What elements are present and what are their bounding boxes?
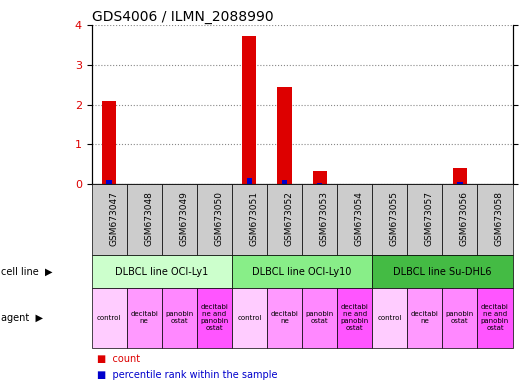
Text: panobin
ostat: panobin ostat: [305, 311, 334, 324]
Bar: [442, 184, 477, 255]
Bar: [372, 288, 407, 348]
Text: GSM673054: GSM673054: [355, 191, 363, 246]
Bar: [92, 184, 127, 255]
Text: decitabi
ne: decitabi ne: [270, 311, 299, 324]
Bar: [407, 184, 442, 255]
Bar: [302, 184, 337, 255]
Text: ■  count: ■ count: [97, 354, 140, 364]
Text: decitabi
ne and
panobin
ostat: decitabi ne and panobin ostat: [340, 304, 369, 331]
Bar: [127, 184, 162, 255]
Bar: [232, 255, 372, 288]
Bar: [197, 184, 232, 255]
Text: ■  percentile rank within the sample: ■ percentile rank within the sample: [97, 370, 277, 380]
Text: DLBCL line Su-DHL6: DLBCL line Su-DHL6: [393, 266, 492, 277]
Bar: [317, 183, 322, 184]
Bar: [442, 288, 477, 348]
Bar: [372, 184, 407, 255]
Bar: [92, 288, 127, 348]
Text: decitabi
ne and
panobin
ostat: decitabi ne and panobin ostat: [481, 304, 509, 331]
Bar: [197, 288, 232, 348]
Text: control: control: [378, 315, 402, 321]
Text: GDS4006 / ILMN_2088990: GDS4006 / ILMN_2088990: [92, 10, 273, 24]
Text: DLBCL line OCI-Ly10: DLBCL line OCI-Ly10: [252, 266, 352, 277]
Text: DLBCL line OCI-Ly1: DLBCL line OCI-Ly1: [115, 266, 208, 277]
Bar: [372, 255, 513, 288]
Text: panobin
ostat: panobin ostat: [446, 311, 474, 324]
Text: GSM673055: GSM673055: [390, 191, 399, 247]
Bar: [282, 180, 287, 184]
Text: decitabi
ne and
panobin
ostat: decitabi ne and panobin ostat: [200, 304, 229, 331]
Bar: [267, 288, 302, 348]
Bar: [457, 182, 462, 184]
Text: panobin
ostat: panobin ostat: [165, 311, 194, 324]
Text: GSM673050: GSM673050: [214, 191, 223, 247]
Bar: [162, 184, 197, 255]
Bar: [337, 184, 372, 255]
Bar: [162, 288, 197, 348]
Bar: [267, 184, 302, 255]
Text: agent  ▶: agent ▶: [1, 313, 42, 323]
Text: GSM673048: GSM673048: [144, 191, 153, 246]
Bar: [313, 171, 326, 184]
Text: decitabi
ne: decitabi ne: [130, 311, 158, 324]
Text: GSM673051: GSM673051: [249, 191, 258, 247]
Text: GSM673053: GSM673053: [320, 191, 328, 247]
Text: GSM673057: GSM673057: [425, 191, 434, 247]
Text: GSM673058: GSM673058: [495, 191, 504, 247]
Bar: [102, 101, 116, 184]
Bar: [477, 184, 513, 255]
Bar: [232, 184, 267, 255]
Text: GSM673049: GSM673049: [179, 191, 188, 246]
Bar: [453, 168, 467, 184]
Text: decitabi
ne: decitabi ne: [411, 311, 439, 324]
Text: cell line  ▶: cell line ▶: [1, 266, 52, 277]
Bar: [107, 180, 112, 184]
Bar: [127, 288, 162, 348]
Text: GSM673052: GSM673052: [285, 191, 293, 246]
Bar: [407, 288, 442, 348]
Bar: [337, 288, 372, 348]
Text: control: control: [97, 315, 121, 321]
Bar: [302, 288, 337, 348]
Text: control: control: [237, 315, 262, 321]
Bar: [92, 255, 232, 288]
Bar: [278, 87, 291, 184]
Text: GSM673047: GSM673047: [109, 191, 118, 246]
Text: GSM673056: GSM673056: [460, 191, 469, 247]
Bar: [247, 177, 252, 184]
Bar: [477, 288, 513, 348]
Bar: [242, 36, 256, 184]
Bar: [232, 288, 267, 348]
